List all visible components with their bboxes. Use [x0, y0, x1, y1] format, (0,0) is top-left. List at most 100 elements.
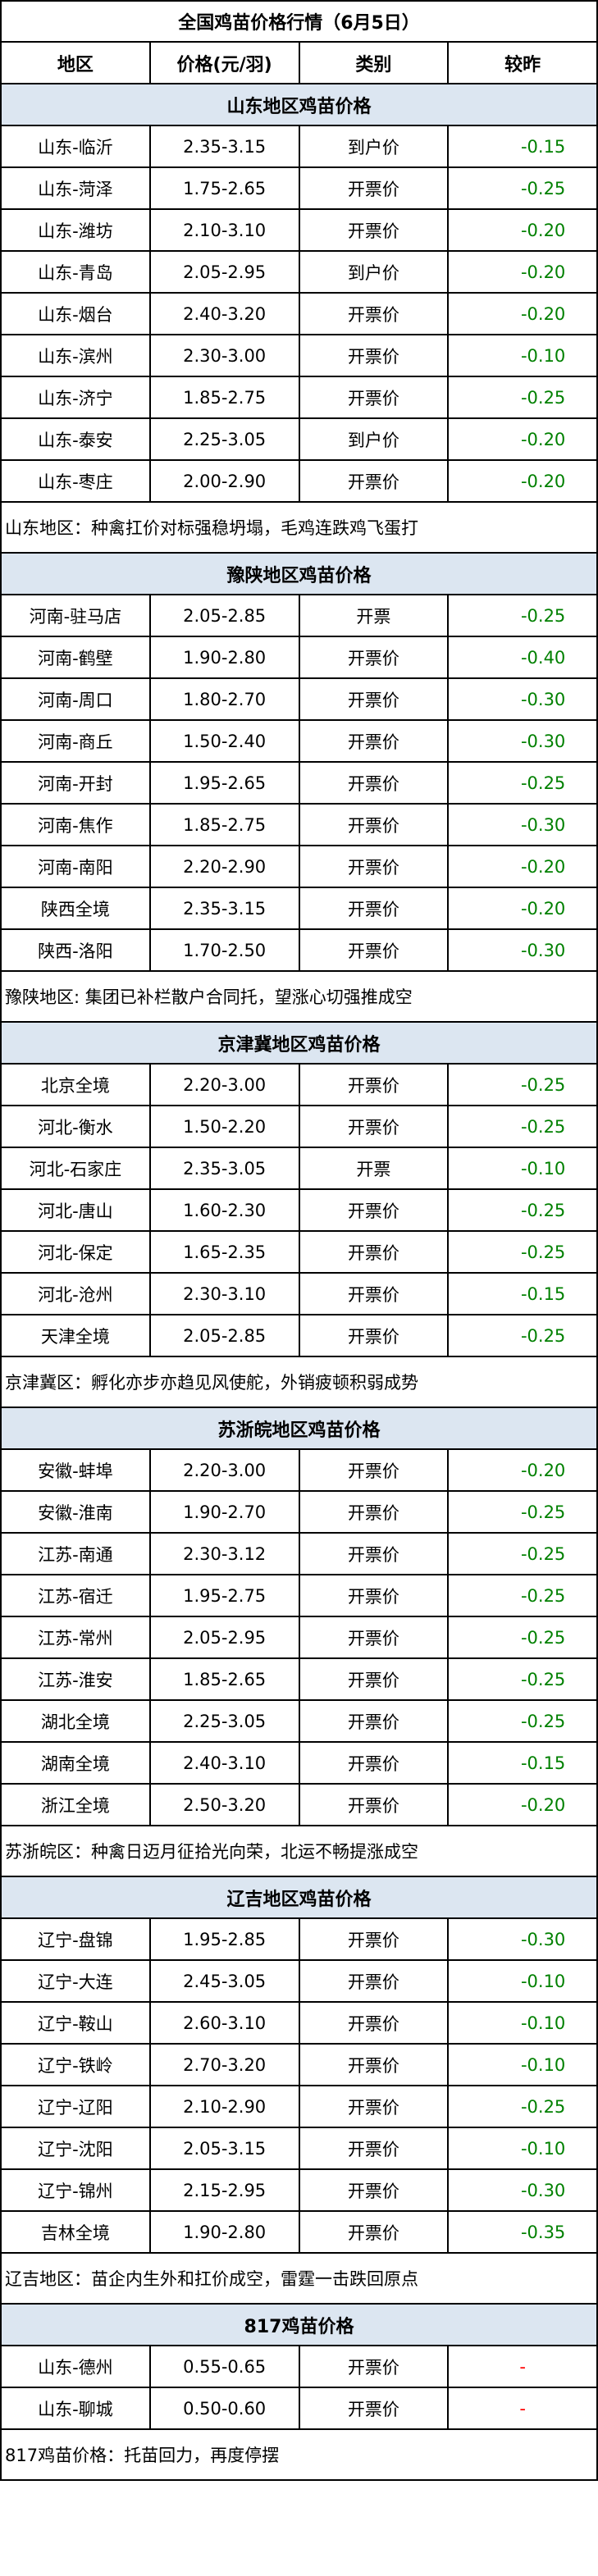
cell-region: 湖南全境 — [0, 1741, 151, 1785]
cell-type: 开票价 — [298, 1063, 450, 1106]
section-title: 山东地区鸡苗价格 — [0, 83, 598, 126]
cell-price: 2.05-2.95 — [148, 1616, 300, 1659]
cell-type: 开票价 — [298, 2127, 450, 2170]
cell-change: -0.25 — [447, 761, 598, 805]
cell-price: 1.50-2.40 — [148, 719, 300, 763]
table-row: 天津全境 2.05-2.85 开票价 -0.25 — [0, 1314, 598, 1357]
table-row: 山东-泰安 2.25-3.05 到户价 -0.20 — [0, 417, 598, 461]
cell-change: -0.10 — [447, 2127, 598, 2170]
cell-price: 1.80-2.70 — [148, 677, 300, 721]
section-title: 豫陕地区鸡苗价格 — [0, 552, 598, 595]
section-header-row: 辽吉地区鸡苗价格 — [0, 1876, 598, 1919]
cell-price: 2.50-3.20 — [148, 1783, 300, 1826]
table-row: 山东-潍坊 2.10-3.10 开票价 -0.20 — [0, 208, 598, 252]
cell-region: 辽宁-辽阳 — [0, 2085, 151, 2128]
table-row: 河北-衡水 1.50-2.20 开票价 -0.25 — [0, 1105, 598, 1148]
cell-change: -0.25 — [447, 1230, 598, 1274]
cell-type: 开票 — [298, 1147, 450, 1190]
table-row: 河北-唐山 1.60-2.30 开票价 -0.25 — [0, 1188, 598, 1232]
section-note: 山东地区：种禽扛价对标强稳坍塌，毛鸡连跌鸡飞蛋打 — [0, 501, 598, 554]
table-row: 河南-开封 1.95-2.65 开票价 -0.25 — [0, 761, 598, 805]
cell-type: 开票价 — [298, 1699, 450, 1743]
cell-region: 安徽-蚌埠 — [0, 1448, 151, 1492]
table-row: 浙江全境 2.50-3.20 开票价 -0.20 — [0, 1783, 598, 1826]
cell-type: 开票价 — [298, 1105, 450, 1148]
cell-change: -0.30 — [447, 719, 598, 763]
table-row: 江苏-南通 2.30-3.12 开票价 -0.25 — [0, 1532, 598, 1575]
cell-region: 河南-周口 — [0, 677, 151, 721]
cell-region: 山东-烟台 — [0, 292, 151, 335]
cell-change: -0.30 — [447, 2168, 598, 2212]
table-row: 山东-烟台 2.40-3.20 开票价 -0.20 — [0, 292, 598, 335]
table-row: 山东-菏泽 1.75-2.65 开票价 -0.25 — [0, 166, 598, 210]
table-row: 陕西-洛阳 1.70-2.50 开票价 -0.30 — [0, 928, 598, 972]
cell-type: 开票价 — [298, 2345, 450, 2388]
cell-change: -0.25 — [447, 1699, 598, 1743]
cell-price: 2.05-2.95 — [148, 250, 300, 294]
table-row: 辽宁-盘锦 1.95-2.85 开票价 -0.30 — [0, 1917, 598, 1961]
cell-price: 1.85-2.75 — [148, 376, 300, 419]
cell-price: 2.20-2.90 — [148, 845, 300, 888]
cell-change: -0.30 — [447, 1917, 598, 1961]
cell-region: 辽宁-盘锦 — [0, 1917, 151, 1961]
section-note-row: 苏浙皖区：种禽日迈月征拾光向荣，北运不畅提涨成空 — [0, 1825, 598, 1877]
cell-change: -0.10 — [447, 2043, 598, 2086]
table-row: 河北-保定 1.65-2.35 开票价 -0.25 — [0, 1230, 598, 1274]
cell-change: -0.25 — [447, 1105, 598, 1148]
section-header-row: 豫陕地区鸡苗价格 — [0, 552, 598, 595]
cell-price: 1.95-2.65 — [148, 761, 300, 805]
cell-price: 2.10-2.90 — [148, 2085, 300, 2128]
cell-price: 2.05-3.15 — [148, 2127, 300, 2170]
cell-region: 河北-唐山 — [0, 1188, 151, 1232]
cell-price: 2.60-3.10 — [148, 2001, 300, 2045]
cell-region: 陕西全境 — [0, 887, 151, 930]
cell-type: 开票价 — [298, 887, 450, 930]
cell-type: 开票价 — [298, 1490, 450, 1534]
table-row: 湖北全境 2.25-3.05 开票价 -0.25 — [0, 1699, 598, 1743]
cell-change: -0.25 — [447, 1314, 598, 1357]
cell-change: -0.20 — [447, 459, 598, 503]
chick-price-table: 全国鸡苗价格行情（6月5日） 地区 价格(元/羽) 类别 较昨 山东地区鸡苗价格… — [0, 0, 598, 2481]
cell-price: 2.20-3.00 — [148, 1448, 300, 1492]
title-row: 全国鸡苗价格行情（6月5日） — [0, 0, 598, 43]
cell-price: 1.85-2.65 — [148, 1657, 300, 1701]
cell-region: 江苏-南通 — [0, 1532, 151, 1575]
table-row: 吉林全境 1.90-2.80 开票价 -0.35 — [0, 2210, 598, 2254]
cell-type: 到户价 — [298, 125, 450, 168]
cell-change: -0.20 — [447, 208, 598, 252]
cell-change: -0.30 — [447, 803, 598, 846]
cell-price: 1.70-2.50 — [148, 928, 300, 972]
cell-type: 到户价 — [298, 250, 450, 294]
cell-change: -0.25 — [447, 166, 598, 210]
cell-region: 河北-衡水 — [0, 1105, 151, 1148]
table-row: 河北-沧州 2.30-3.10 开票价 -0.15 — [0, 1272, 598, 1315]
cell-price: 2.20-3.00 — [148, 1063, 300, 1106]
cell-change: -0.25 — [447, 1063, 598, 1106]
cell-type: 开票价 — [298, 2387, 450, 2430]
cell-price: 1.95-2.75 — [148, 1574, 300, 1617]
cell-change: -0.10 — [447, 1959, 598, 2003]
cell-region: 天津全境 — [0, 1314, 151, 1357]
cell-price: 1.85-2.75 — [148, 803, 300, 846]
cell-type: 开票价 — [298, 761, 450, 805]
cell-region: 山东-青岛 — [0, 250, 151, 294]
cell-region: 北京全境 — [0, 1063, 151, 1106]
table-row: 山东-聊城 0.50-0.60 开票价 - — [0, 2387, 598, 2430]
cell-region: 河南-驻马店 — [0, 594, 151, 637]
cell-change: -0.25 — [447, 1574, 598, 1617]
cell-region: 山东-滨州 — [0, 334, 151, 377]
section-note: 辽吉地区：苗企内生外和扛价成空，雷霆一击跌回原点 — [0, 2252, 598, 2305]
cell-price: 1.90-2.80 — [148, 636, 300, 679]
cell-price: 2.10-3.10 — [148, 208, 300, 252]
cell-change: -0.20 — [447, 887, 598, 930]
cell-type: 开票价 — [298, 2085, 450, 2128]
table-row: 江苏-宿迁 1.95-2.75 开票价 -0.25 — [0, 1574, 598, 1617]
cell-price: 2.05-2.85 — [148, 594, 300, 637]
section-note: 豫陕地区: 集团已补栏散户合同托，望涨心切强推成空 — [0, 970, 598, 1023]
cell-change: -0.25 — [447, 1657, 598, 1701]
cell-price: 2.35-3.15 — [148, 125, 300, 168]
cell-price: 2.30-3.12 — [148, 1532, 300, 1575]
cell-type: 开票价 — [298, 2168, 450, 2212]
cell-type: 开票价 — [298, 1917, 450, 1961]
cell-type: 开票价 — [298, 459, 450, 503]
